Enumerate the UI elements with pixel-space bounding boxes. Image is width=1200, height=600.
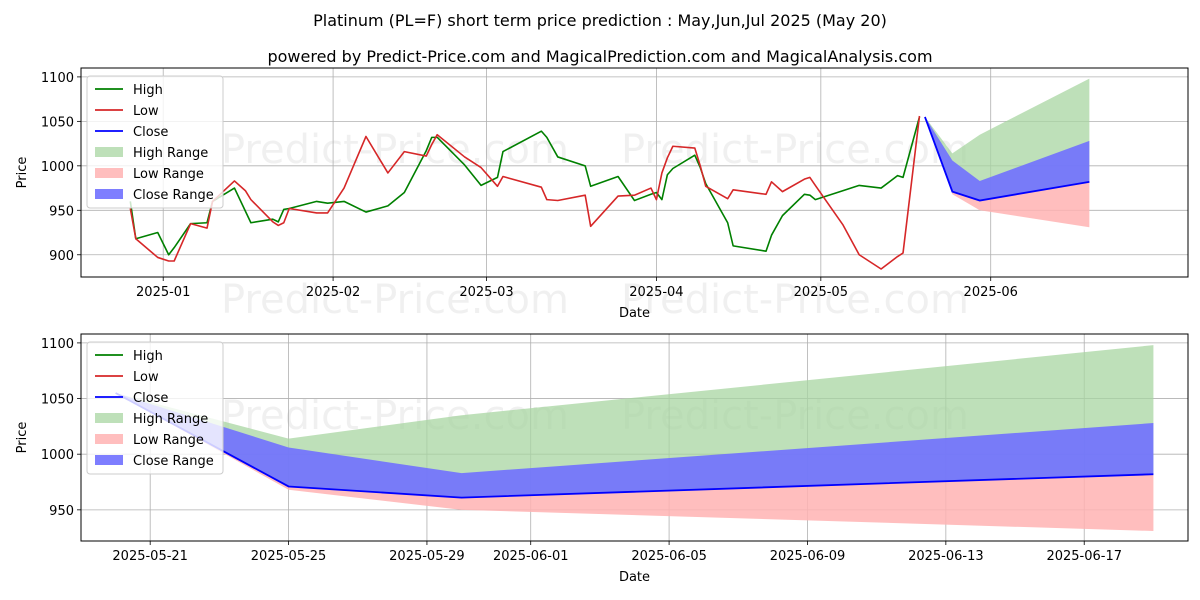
legend-label: Close [133,391,168,406]
plot-frame [80,67,1189,278]
forecast-panel: Predict-Price.comPredict-Price.com2025-0… [15,333,1189,585]
y-tick-label: 1100 [41,71,74,86]
chart-subtitle: powered by Predict-Price.com and Magical… [267,47,932,66]
legend-label: Close Range [133,454,214,469]
y-tick-label: 1100 [41,337,74,352]
x-tick-label: 2025-04 [629,285,683,300]
x-tick-label: 2025-06-13 [908,549,984,564]
plot-frame [80,333,1189,542]
legend-label: High [133,349,163,364]
x-tick-label: 2025-05-21 [112,549,188,564]
x-tick-label: 2025-06-01 [493,549,569,564]
legend-label: Low Range [133,167,204,182]
legend-label: Low [133,104,159,119]
legend-swatch-patch [95,455,123,465]
legend-swatch-patch [95,168,123,178]
watermark-text: Predict-Price.com [221,127,569,173]
y-tick-label: 1000 [41,448,74,463]
close-series-line [924,116,1090,202]
legend-label: Low [133,370,159,385]
y-tick-label: 1050 [41,115,74,130]
history-panel: Predict-Price.com Predict-Price.com Predic… [15,67,1189,323]
x-tick-label: 2025-01 [136,285,190,300]
watermark-text: Predict-Price.com [621,277,969,323]
y-tick-label: 950 [49,504,74,519]
legend-label: High Range [133,146,208,161]
high-series-line [129,116,921,256]
close-range-area [115,392,1154,498]
legend-swatch-patch [95,147,123,157]
x-tick-label: 2025-06-05 [631,549,707,564]
y-axis-label: Price [15,422,30,454]
close-range-area [924,116,1090,201]
x-tick-label: 2025-02 [306,285,360,300]
legend: High Low Close High Range Low Range Close Ran… [86,75,224,209]
y-tick-label: 900 [49,249,74,264]
legend-swatch-patch [95,434,123,444]
x-axis-label: Date [619,306,650,321]
low-range-area [115,392,1154,531]
y-tick-label: 1000 [41,160,74,175]
legend-label: High [133,83,163,98]
low-range-area [924,116,1090,228]
legend-label: Close Range [133,188,214,203]
y-axis-label: Price [15,157,30,189]
x-tick-label: 2025-03 [459,285,513,300]
y-tick-label: 1050 [41,393,74,408]
x-axis-label: Date [619,570,650,585]
legend-label: Close [133,125,168,140]
x-tick-label: 2025-06-09 [770,549,846,564]
y-tick-label: 950 [49,204,74,219]
low-series-line [129,115,921,270]
x-tick-label: 2025-05-25 [251,549,327,564]
x-tick-label: 2025-05-29 [389,549,465,564]
plot-area [115,345,1154,531]
legend-label: High Range [133,412,208,427]
legend-swatch-patch [95,413,123,423]
legend: High Low Close High Range Low Range Close Ran… [86,341,224,475]
watermark-text: Predict-Price.com [221,277,569,323]
chart-title: Platinum (PL=F) short term price predict… [313,11,887,30]
x-tick-label: 2025-06 [964,285,1018,300]
legend-label: Low Range [133,433,204,448]
x-tick-label: 2025-06-17 [1046,549,1122,564]
plot-area [129,78,1090,270]
x-tick-label: 2025-05 [794,285,848,300]
legend-swatch-patch [95,189,123,199]
